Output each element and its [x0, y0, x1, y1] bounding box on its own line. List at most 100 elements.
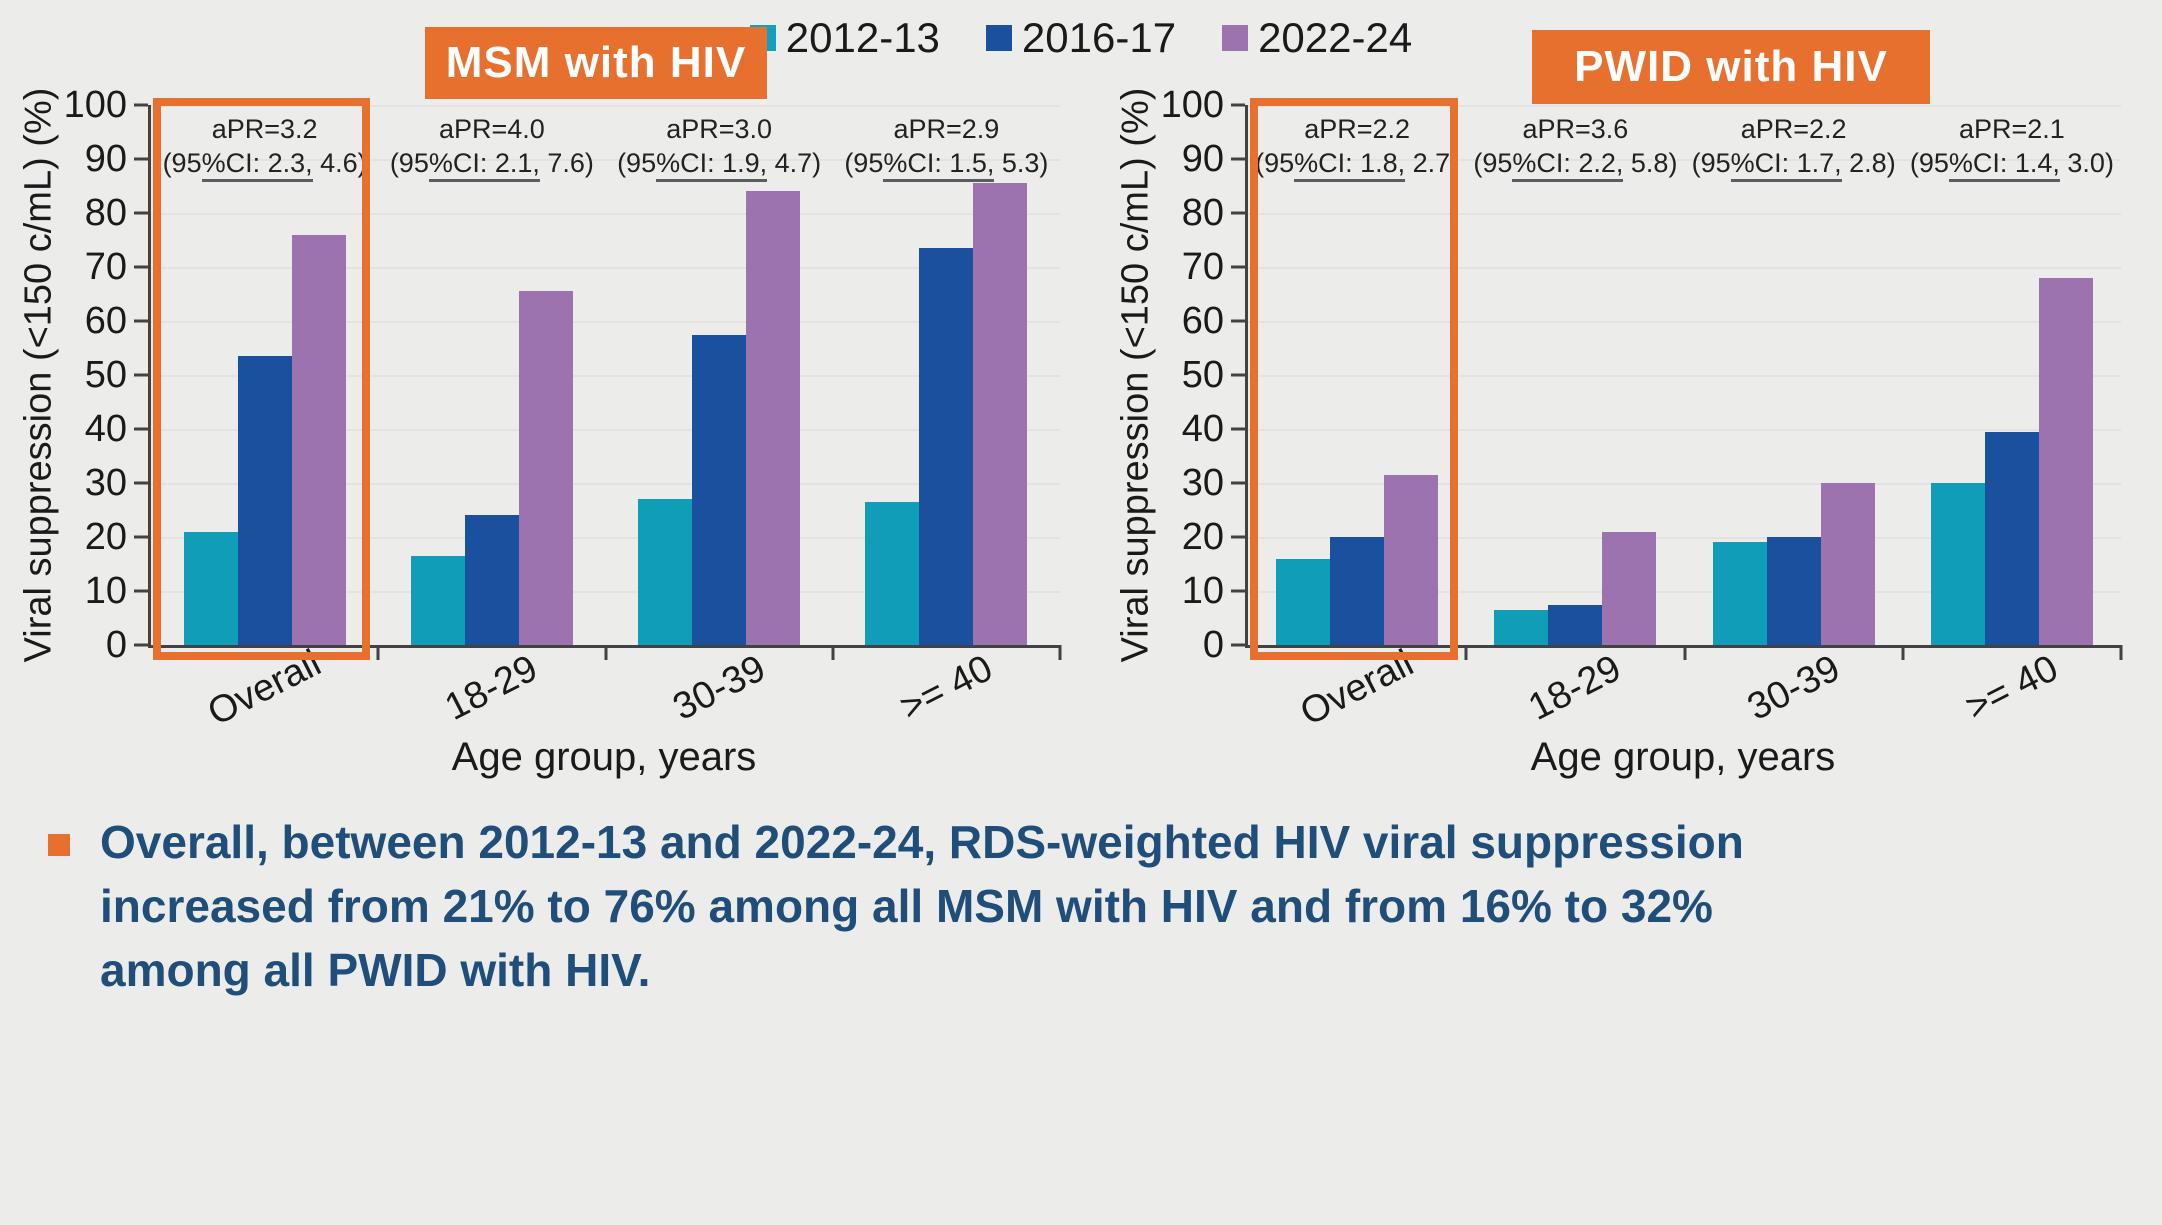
gridline [1248, 591, 2121, 593]
bullet-line: among all PWID with HIV. [100, 944, 651, 996]
x-axis-tick [1058, 645, 1062, 660]
apr-value: aPR=2.1 [1958, 114, 2065, 144]
gridline [151, 591, 1060, 593]
y-axis-tick [1231, 373, 1245, 377]
pwid-plot-area: Viral suppression (<150 c/mL) (%) aPR=2.… [1115, 86, 2123, 734]
legend-label: 2012-13 [785, 14, 940, 61]
y-axis-tick [1231, 103, 1245, 107]
y-axis-tick [1231, 481, 1245, 485]
bar-group: aPR=2.9 (95%CI: 1.5, 5.3) >= 40 [833, 105, 1060, 729]
ci-text: %CI: 1.5, [883, 147, 995, 182]
y-axis-tick [1231, 427, 1245, 431]
y-axis-tick-label: 40 [84, 408, 127, 450]
ci-text: 5.8) [1623, 147, 1678, 178]
x-axis-title: Age group, years [1530, 735, 1836, 779]
ci-text: (95 [617, 147, 657, 178]
gridline [151, 375, 1060, 377]
gridline [1248, 321, 2121, 323]
legend-item: 2022-24 [1222, 14, 1412, 62]
y-axis-tick [1231, 211, 1245, 215]
y-axis-tick-label: 30 [84, 462, 127, 504]
gridline [151, 429, 1060, 431]
x-axis-tick [1464, 645, 1468, 660]
bar-groups: aPR=2.2 (95%CI: 1.8, 2.7) Overall aPR=3.6 (9… [1248, 98, 2121, 734]
bar-2016-17 [1548, 604, 1603, 645]
x-axis-tick [604, 645, 607, 660]
ci-text: (95 [389, 147, 429, 178]
legend-item: 2012-13 [749, 14, 940, 62]
gridline [151, 159, 1060, 161]
y-axis-tick [1231, 157, 1245, 161]
apr-annotation: aPR=3.2 (95%CI: 2.3, 4.6) [135, 113, 394, 182]
bar-2022-24 [1602, 531, 1657, 645]
ci-text: %CI: 1.8, [1294, 147, 1406, 182]
msm-chart: Viral suppression (<150 c/mL) (%) aPR=3.… [18, 86, 1062, 779]
ci-value: (95%CI: 1.8, 2.7) [1233, 147, 1482, 182]
ci-value: (95%CI: 1.7, 2.8) [1669, 147, 1918, 182]
apr-annotation: aPR=2.2 (95%CI: 1.7, 2.8) [1669, 113, 1918, 182]
y-axis-tick [1231, 643, 1245, 647]
summary-bullet: Overall, between 2012-13 and 2022-24, RD… [48, 810, 1744, 1002]
bar-2022-24 [973, 183, 1028, 645]
legend-swatch [985, 25, 1012, 51]
ci-text: 5.3) [994, 147, 1049, 178]
x-axis-tick [831, 645, 835, 660]
y-axis-tick-label: 0 [1202, 624, 1224, 666]
ci-value: (95%CI: 1.9, 4.7) [590, 147, 849, 182]
y-axis-tick-label: 20 [84, 516, 127, 558]
y-axis-tick [1231, 265, 1245, 269]
x-axis-tick [1901, 645, 1905, 660]
y-axis-tick [134, 535, 148, 539]
bar-groups: aPR=3.2 (95%CI: 2.3, 4.6) Overall aPR=4.0 (9… [151, 98, 1060, 734]
apr-value: aPR=4.0 [438, 114, 545, 144]
ci-text: (95 [1255, 147, 1295, 178]
apr-annotation: aPR=2.2 (95%CI: 1.8, 2.7) [1233, 113, 1482, 182]
bar-2016-17 [919, 248, 974, 645]
y-axis-tick-label: 30 [1181, 462, 1224, 504]
msm-plot-area: Viral suppression (<150 c/mL) (%) aPR=3.… [18, 86, 1062, 734]
bar-2022-24 [1820, 483, 1875, 645]
bar-2022-24 [291, 234, 346, 645]
y-axis-tick-label: 0 [105, 624, 127, 666]
y-axis-tick-label: 80 [1181, 192, 1224, 234]
y-axis-tick [134, 427, 148, 431]
bars [410, 105, 573, 645]
ci-value: (95%CI: 2.1, 7.6) [362, 147, 621, 182]
y-axis-tick [134, 319, 148, 323]
gridline [1248, 483, 2121, 485]
bar-group: aPR=3.2 (95%CI: 2.3, 4.6) Overall [151, 98, 378, 734]
x-axis-title: Age group, years [451, 735, 757, 779]
apr-value: aPR=3.2 [211, 114, 318, 144]
apr-annotation: aPR=4.0 (95%CI: 2.1, 7.6) [362, 113, 621, 182]
bar-2012-13 [638, 499, 693, 645]
ci-text: (95 [162, 147, 202, 178]
apr-annotation: aPR=2.1 (95%CI: 1.4, 3.0) [1887, 113, 2136, 182]
gridline [1248, 537, 2121, 539]
y-axis-tick [134, 643, 148, 647]
gridline [1248, 213, 2121, 215]
y-axis-tick-label: 10 [84, 570, 127, 612]
gridline [1248, 159, 2121, 161]
ci-text: %CI: 1.9, [656, 147, 768, 182]
bar-2022-24 [746, 191, 801, 645]
bar-2016-17 [1766, 537, 1821, 645]
apr-value: aPR=3.0 [666, 114, 773, 144]
ci-text: %CI: 2.2, [1512, 147, 1624, 182]
bar-2012-13 [1930, 483, 1985, 645]
ci-text: %CI: 2.3, [201, 147, 313, 182]
chart-legend: 2012-13 2016-17 2022-24 [0, 14, 2162, 62]
ci-text: %CI: 1.4, [1948, 147, 2060, 182]
gridline [1248, 105, 2121, 107]
legend-swatch [1222, 25, 1249, 51]
ci-value: (95%CI: 2.3, 4.6) [135, 147, 394, 182]
ci-text: (95 [1909, 147, 1949, 178]
legend-item: 2016-17 [985, 14, 1176, 62]
y-axis-tick-label: 50 [1181, 354, 1224, 396]
bar-2016-17 [237, 356, 292, 645]
x-axis-tick [1683, 645, 1686, 660]
gridline [151, 321, 1060, 323]
msm-title-box: MSM with HIV [425, 27, 767, 99]
y-axis-tick [1231, 589, 1245, 593]
bullet-marker-icon [48, 834, 70, 856]
bar-2012-13 [1712, 542, 1767, 645]
